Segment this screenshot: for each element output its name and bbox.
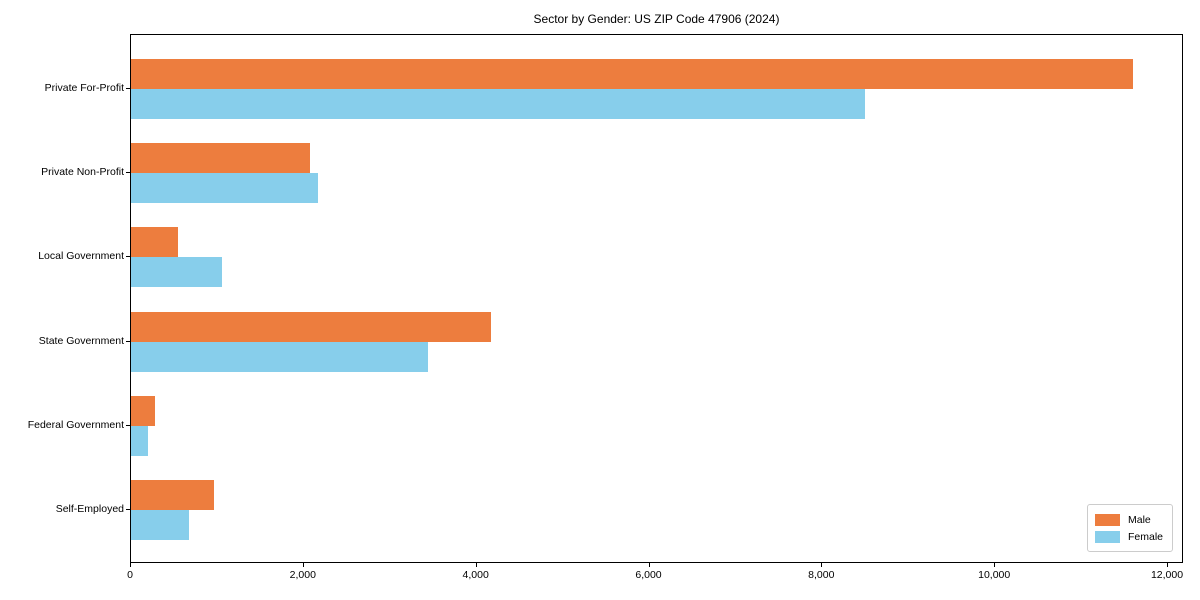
bar-male bbox=[131, 480, 214, 510]
x-tick-mark bbox=[821, 563, 823, 567]
bar-female bbox=[131, 341, 429, 372]
y-tick-label: Self-Employed bbox=[55, 503, 124, 515]
x-tick-label: 0 bbox=[127, 569, 133, 581]
legend-item-female: Female bbox=[1095, 528, 1163, 545]
bar-female bbox=[131, 89, 865, 119]
y-tick-mark bbox=[126, 172, 130, 174]
legend-label-male: Male bbox=[1128, 513, 1151, 526]
y-tick-label: Federal Government bbox=[27, 418, 124, 431]
x-tick-mark bbox=[1167, 563, 1168, 567]
bar-female bbox=[131, 425, 148, 456]
legend: Male Female bbox=[1087, 504, 1174, 552]
bar-female bbox=[131, 257, 222, 288]
x-tick-label: 6,000 bbox=[635, 569, 662, 581]
y-tick-mark bbox=[126, 509, 130, 510]
y-tick-label: State Government bbox=[38, 334, 124, 347]
bar-male bbox=[131, 143, 310, 174]
bar-male bbox=[131, 395, 156, 426]
chart-title: Sector by Gender: US ZIP Code 47906 (202… bbox=[533, 12, 780, 26]
x-tick-label: 8,000 bbox=[808, 569, 835, 581]
y-tick-mark bbox=[126, 88, 130, 89]
y-axis-labels: Private For-Profit Private Non-Profit Loca… bbox=[0, 0, 124, 600]
x-tick-label: 4,000 bbox=[462, 569, 489, 581]
female-color-swatch bbox=[1095, 530, 1120, 543]
bar-male bbox=[131, 227, 179, 258]
bar-male bbox=[131, 59, 1134, 89]
y-tick-mark bbox=[126, 340, 130, 342]
bar-male bbox=[131, 311, 491, 342]
legend-item-male: Male bbox=[1095, 511, 1163, 528]
x-tick-mark bbox=[648, 563, 650, 567]
bar-female bbox=[131, 173, 318, 204]
legend-label-female: Female bbox=[1128, 530, 1164, 543]
plot-area bbox=[130, 34, 1183, 563]
x-tick-label: 10,000 bbox=[978, 569, 1011, 581]
x-tick-mark bbox=[130, 563, 131, 567]
y-tick-label: Local Government bbox=[38, 250, 124, 263]
male-color-swatch bbox=[1095, 513, 1120, 526]
x-tick-mark bbox=[475, 563, 477, 567]
y-tick-mark bbox=[126, 424, 130, 426]
x-tick-mark bbox=[994, 563, 996, 567]
x-tick-mark bbox=[302, 563, 304, 567]
x-tick-label: 2,000 bbox=[289, 569, 316, 581]
bar-female bbox=[131, 510, 189, 540]
y-tick-mark bbox=[126, 256, 130, 258]
y-tick-label: Private For-Profit bbox=[44, 82, 124, 94]
x-tick-label: 12,000 bbox=[1150, 569, 1184, 581]
y-tick-label: Private Non-Profit bbox=[41, 166, 124, 179]
